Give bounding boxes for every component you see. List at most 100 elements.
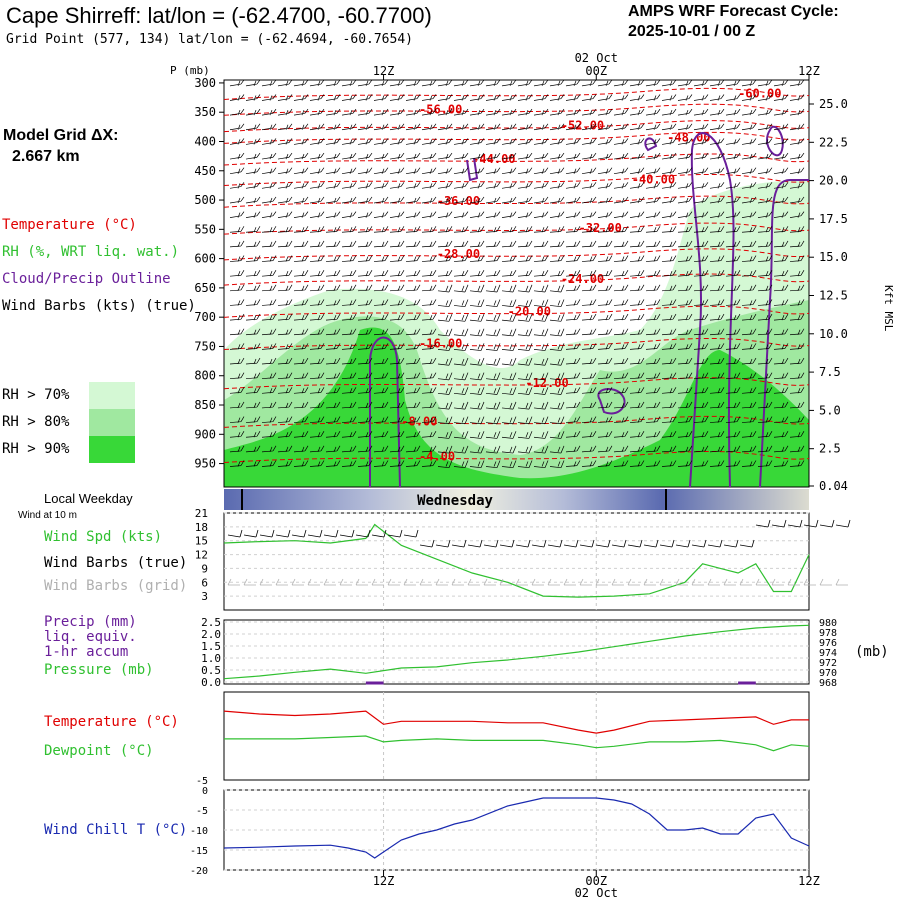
wind-barb: [245, 357, 261, 365]
wind-barb: [501, 284, 517, 293]
wind-barb: [645, 313, 661, 321]
wind-barb: [789, 226, 805, 233]
isotherm-label: -52.00: [561, 119, 604, 133]
wind-barb-grid: [627, 578, 640, 586]
wind-barb: [421, 372, 437, 380]
wind-barb-grid: [563, 578, 576, 586]
wind-barb: [725, 240, 741, 248]
wind-speed-line: [223, 523, 810, 598]
wind-barb-grid: [259, 578, 272, 586]
wind-chill-label: Wind Chill T (°C): [44, 822, 188, 838]
wind-barb: [581, 445, 597, 453]
wind-barb: [501, 401, 517, 410]
wind-barb: [293, 138, 309, 145]
wind-barb: [261, 79, 277, 87]
wind-barb: [325, 299, 341, 306]
wind-barb: [261, 284, 277, 292]
wind-barb: [757, 196, 773, 204]
wind-barb: [613, 152, 629, 160]
wind-barb-grid: [723, 578, 736, 586]
wind-barb: [293, 401, 309, 409]
wind-barb: [389, 431, 405, 438]
wind-barb: [789, 94, 805, 101]
wind-barb: [597, 152, 613, 160]
wind-barb: [389, 167, 405, 175]
wind-barb: [453, 167, 469, 175]
wind-barb: [693, 196, 709, 204]
time-tick-label-top: 12Z: [373, 64, 395, 78]
wind-barb: [341, 372, 357, 380]
wind-barb: [341, 138, 357, 145]
wind-barb: [405, 108, 421, 116]
isotherm-line: [223, 337, 810, 351]
wind-barb: [661, 79, 677, 87]
wind-barb: [725, 416, 741, 423]
wind-barb: [469, 313, 485, 322]
pressure-tick-label: 950: [194, 457, 216, 471]
height-tick-label: 20.0: [819, 174, 848, 188]
wind-barb: [229, 182, 245, 189]
wind-barb: [373, 138, 389, 145]
wind-barb: [741, 196, 757, 204]
wind-barb: [629, 460, 645, 467]
wind-barb: [309, 196, 325, 204]
wind-barb: [613, 123, 629, 131]
wind-barb: [405, 299, 421, 306]
wind-barb: [757, 123, 773, 131]
wind-barb-true: [675, 539, 691, 548]
wind-barb: [245, 240, 261, 248]
wind-barb: [357, 240, 373, 248]
wind-barb: [469, 328, 485, 337]
wind-barb: [421, 401, 437, 409]
wind-barb: [389, 226, 405, 233]
wind-barb-true: [835, 519, 851, 528]
legend-rh80: RH > 80%: [2, 414, 70, 430]
wind-barb: [245, 94, 261, 101]
wind-barb: [709, 372, 725, 380]
wind-barb: [293, 431, 309, 438]
isotherm-line: [223, 173, 810, 187]
wind-barb: [629, 167, 645, 175]
isotherm-label: -44.00: [472, 152, 515, 166]
wind-barb: [709, 416, 725, 423]
precip-tick-label: 2.0: [201, 628, 221, 641]
wind-barb: [421, 211, 437, 218]
wind-barb: [485, 196, 501, 204]
wind-barb: [453, 255, 469, 262]
wind-barb-true: [451, 539, 467, 548]
isotherm-label: -40.00: [632, 173, 675, 187]
wind-barb: [693, 240, 709, 248]
wind-barb: [277, 138, 293, 145]
wind-barb: [453, 460, 469, 469]
wind-barb: [405, 240, 421, 248]
wind-barb: [421, 152, 437, 160]
wind-barb: [597, 94, 613, 101]
wind-barb: [277, 357, 293, 365]
wind-barb: [581, 401, 597, 409]
wind-barb: [405, 343, 421, 350]
wind-barb: [325, 196, 341, 204]
wind-barb: [709, 240, 725, 248]
wind-barb: [453, 328, 469, 337]
wind-barb: [549, 79, 565, 87]
wind-barb: [773, 152, 789, 160]
wind-barb: [629, 108, 645, 116]
wind-barb: [661, 196, 677, 204]
wind-barb: [597, 372, 613, 380]
wind-barb: [485, 313, 501, 322]
wind-barb: [661, 167, 677, 175]
dewpoint-label: Dewpoint (°C): [44, 743, 154, 759]
wind-barb: [469, 167, 485, 175]
wind-barb-grid: [675, 578, 688, 586]
wind-barb: [309, 445, 325, 453]
wind-barb: [773, 240, 789, 248]
wind-barb: [597, 196, 613, 204]
wind-barb: [517, 255, 533, 262]
time-tick-label-bottom: 12Z: [373, 874, 395, 888]
wind-barb: [261, 460, 277, 467]
wind-barb: [565, 284, 581, 292]
wind-barb: [629, 94, 645, 101]
wind-barb: [789, 79, 805, 87]
wind-barb: [421, 284, 437, 292]
wind-barb: [613, 167, 629, 175]
